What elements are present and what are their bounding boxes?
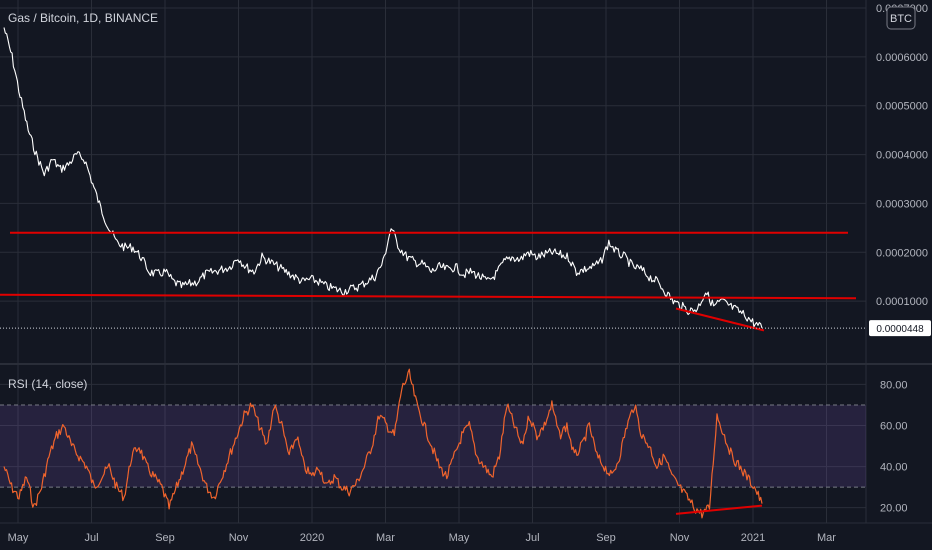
currency-badge[interactable]: BTC: [886, 6, 916, 30]
time-tick-label: Sep: [155, 532, 175, 544]
price-tick-label: 0.0001000: [876, 296, 928, 308]
time-tick-label: Jul: [525, 532, 539, 544]
price-tick-label: 0.0002000: [876, 247, 928, 259]
rsi-title: RSI (14, close): [8, 377, 87, 391]
time-tick-label: Jul: [84, 532, 98, 544]
rsi-axis-labels: 80.00 60.00 40.00 20.00: [880, 379, 908, 514]
rsi-divergence-line[interactable]: [675, 504, 763, 515]
price-tick-label: 0.0003000: [876, 198, 928, 210]
price-pane[interactable]: [0, 0, 866, 363]
time-tick-label: 2021: [741, 532, 765, 544]
time-tick-label: Nov: [670, 532, 690, 544]
chart-title: Gas / Bitcoin, 1D, BINANCE: [8, 11, 158, 25]
price-tick-label: 0.0006000: [876, 52, 928, 64]
rsi-tick-label: 80.00: [880, 379, 908, 391]
time-tick-label: Sep: [596, 532, 616, 544]
rsi-pane[interactable]: [0, 365, 866, 523]
time-scale[interactable]: [0, 523, 932, 550]
time-tick-label: May: [449, 532, 470, 544]
rsi-series-line[interactable]: [3, 368, 763, 519]
horizontal-grid: [0, 7, 866, 509]
currency-badge-label: BTC: [890, 13, 912, 25]
price-series-line[interactable]: [3, 27, 763, 329]
time-tick-label: May: [8, 532, 29, 544]
time-tick-label: 2020: [300, 532, 324, 544]
last-price-badge: 0.0000448: [869, 320, 931, 337]
time-tick-label: Mar: [817, 532, 836, 544]
time-tick-label: Mar: [376, 532, 395, 544]
last-price-label: 0.0000448: [876, 324, 924, 335]
rsi-tick-label: 40.00: [880, 462, 908, 474]
rsi-tick-label: 20.00: [880, 503, 908, 515]
price-scale[interactable]: [866, 0, 932, 523]
price-tick-label: 0.0004000: [876, 150, 928, 162]
rsi-band-background: [0, 404, 866, 488]
rsi-tick-label: 60.00: [880, 421, 908, 433]
support-trend-line[interactable]: [0, 293, 857, 300]
vertical-grid: [17, 0, 827, 523]
price-divergence-line[interactable]: [675, 307, 765, 332]
time-axis-labels: May Jul Sep Nov 2020 Mar May Jul Sep Nov 2021 Mar: [8, 532, 837, 544]
price-tick-label: 0.0005000: [876, 101, 928, 113]
time-tick-label: Nov: [229, 532, 249, 544]
